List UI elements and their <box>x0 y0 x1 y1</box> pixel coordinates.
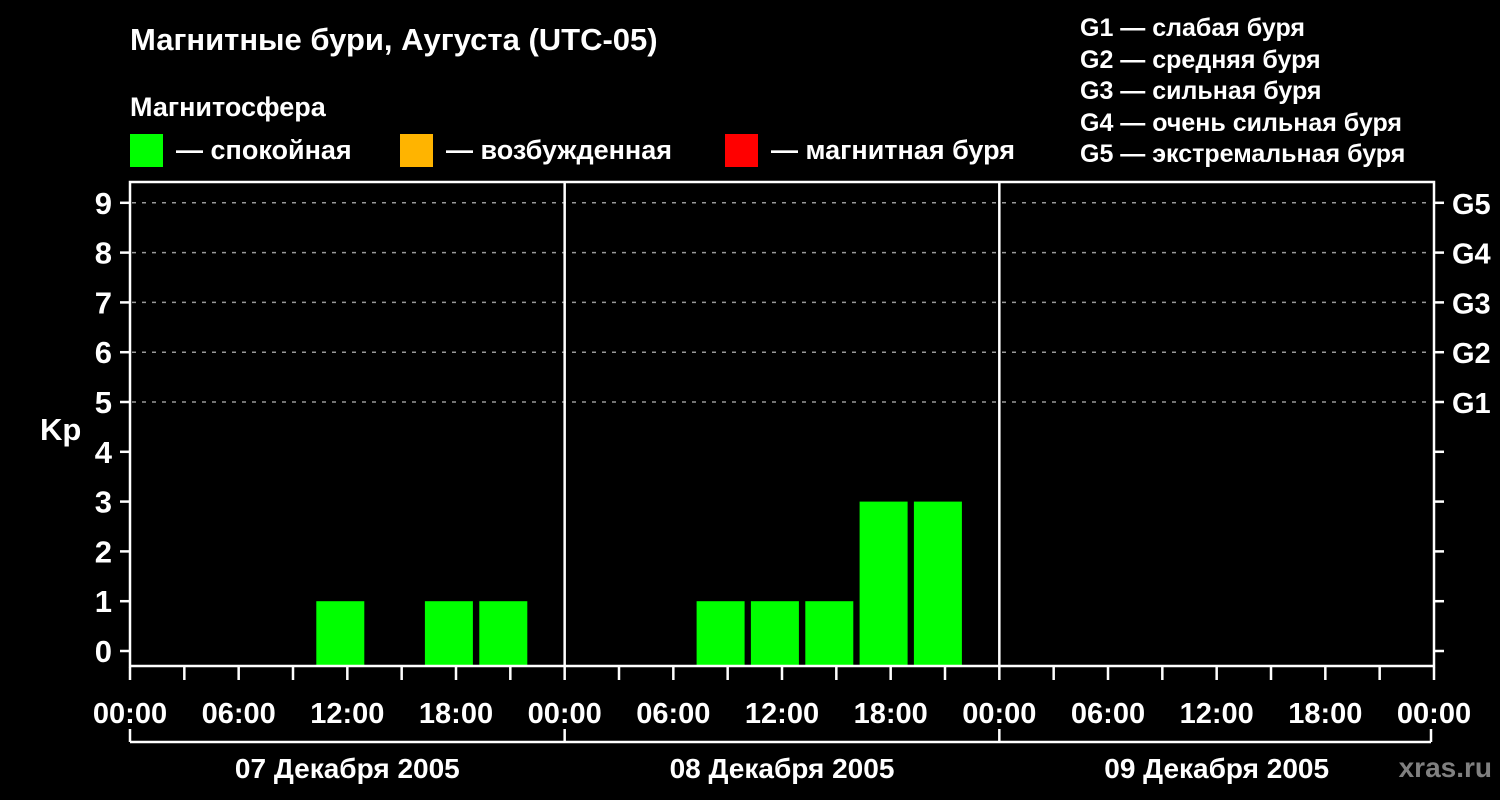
kp-axis-label: Kp <box>40 412 82 447</box>
y-tick-label: 8 <box>95 236 112 271</box>
x-tick-label: 12:00 <box>745 698 819 730</box>
x-tick-label: 00:00 <box>962 698 1036 730</box>
legend-swatch-storm <box>725 133 758 167</box>
kp-bar-day0-slot5 <box>424 601 473 667</box>
kp-bar-day0-slot3 <box>316 601 365 667</box>
x-tick-label: 06:00 <box>1071 698 1145 730</box>
g-axis-label: G3 <box>1452 288 1491 320</box>
legend-item-label: — магнитная буря <box>771 134 1015 165</box>
kp-bar-day1-slot5 <box>859 501 908 667</box>
g-axis-label: G5 <box>1452 189 1491 221</box>
x-tick-label: 12:00 <box>310 698 384 730</box>
x-tick-label: 06:00 <box>202 698 276 730</box>
legend-item-label: — спокойная <box>176 134 352 165</box>
g-scale-legend-line: G3 — сильная буря <box>1080 77 1322 105</box>
kp-bar-day1-slot6 <box>913 501 962 667</box>
plot-border <box>128 180 1436 668</box>
legend-item-excited: — возбужденная <box>400 133 672 167</box>
kp-bars <box>316 501 962 667</box>
date-label: 09 Декабря 2005 <box>1104 753 1329 784</box>
date-label: 07 Декабря 2005 <box>235 753 460 784</box>
y-axis: 0 1 2 3 4 5 6 7 8 9 <box>95 186 1444 669</box>
gridlines <box>132 202 1432 403</box>
y-tick-label: 7 <box>95 285 112 320</box>
date-axis: 07 Декабря 2005 08 Декабря 2005 09 Декабря… <box>128 729 1433 784</box>
g-axis-label: G2 <box>1452 338 1491 370</box>
chart-subtitle: Магнитосфера <box>130 92 326 122</box>
kp-bar-day1-slot4 <box>805 601 854 667</box>
g-scale-legend-line: G2 — средняя буря <box>1080 45 1321 74</box>
magnetosphere-legend: — спокойная — возбужденная — магнитная бур… <box>0 133 1500 169</box>
legend-item-label: — возбужденная <box>446 134 672 165</box>
chart-title: Магнитные бури, Аугуста (UTC-05) <box>130 22 658 57</box>
x-axis: 00:00 06:00 12:00 18:00 00:00 06:00 12:00 18:00… <box>93 667 1471 730</box>
x-tick-label: 00:00 <box>93 698 167 730</box>
y-tick-label: 3 <box>95 485 112 520</box>
x-tick-label: 18:00 <box>419 698 493 730</box>
y-tick-label: 6 <box>95 335 112 370</box>
g-axis-label: G1 <box>1452 388 1491 420</box>
g-axis-label: G4 <box>1452 239 1491 271</box>
y-tick-label: 9 <box>95 186 112 221</box>
g-scale-legend-line: G4 — очень сильная буря <box>1080 108 1402 137</box>
date-label: 08 Декабря 2005 <box>670 753 895 784</box>
watermark-xras: xras.ru <box>1398 752 1492 783</box>
y-tick-label: 1 <box>95 584 112 619</box>
g-scale-legend: G1 — слабая буря G2 — средняя буря G3 — си… <box>1080 13 1405 171</box>
x-tick-label: 18:00 <box>1288 698 1362 730</box>
g-axis-labels: G1 G2 G3 G4 G5 <box>1452 189 1491 420</box>
x-tick-label: 06:00 <box>636 698 710 730</box>
kp-bar-day1-slot2 <box>696 601 745 667</box>
x-tick-label: 12:00 <box>1180 698 1254 730</box>
y-tick-label: 5 <box>95 385 112 420</box>
legend-item-quiet: — спокойная <box>130 133 352 167</box>
kp-bar-day1-slot3 <box>750 601 799 667</box>
y-tick-label: 2 <box>95 534 112 569</box>
legend-swatch-quiet <box>130 133 163 167</box>
x-tick-label: 00:00 <box>528 698 602 730</box>
kp-bar-day0-slot6 <box>479 601 528 667</box>
g-scale-legend-line: G5 — экстремальная буря <box>1080 140 1406 168</box>
legend-item-storm: — магнитная буря <box>725 133 1015 167</box>
y-tick-label: 4 <box>95 435 113 470</box>
y-tick-label: 0 <box>95 634 112 669</box>
g-scale-legend-line: G1 — слабая буря <box>1080 14 1306 42</box>
legend-swatch-excited <box>400 133 433 167</box>
x-tick-label: 00:00 <box>1397 698 1471 730</box>
x-tick-label: 18:00 <box>854 698 928 730</box>
